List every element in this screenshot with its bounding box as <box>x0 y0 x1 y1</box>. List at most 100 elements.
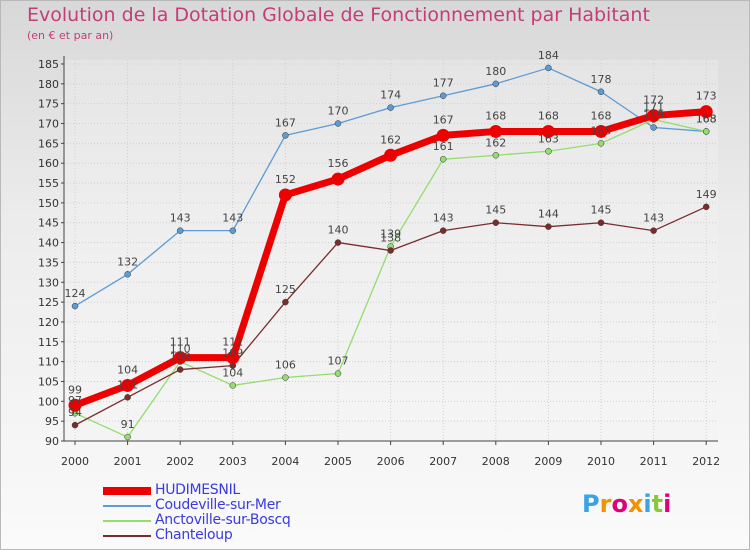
y-tick-label: 115 <box>38 336 59 349</box>
data-point <box>439 92 447 99</box>
data-label: 109 <box>222 347 243 360</box>
data-label: 144 <box>538 208 559 221</box>
chart-subtitle: (en € et par an) <box>27 29 114 42</box>
data-label: 173 <box>696 90 717 103</box>
data-point <box>541 124 555 138</box>
data-label: 170 <box>328 105 349 118</box>
data-point <box>545 64 552 72</box>
data-point <box>334 120 342 127</box>
y-tick-label: 145 <box>38 217 59 230</box>
data-point <box>124 271 131 278</box>
data-point <box>176 366 184 373</box>
data-point <box>594 124 608 138</box>
data-point <box>124 394 131 401</box>
data-point <box>650 124 657 131</box>
x-tick-label: 2005 <box>324 455 352 468</box>
legend-item-coudeville: Coudeville-sur-Mer <box>103 498 290 513</box>
data-label: 165 <box>591 124 612 137</box>
y-tick-label: 180 <box>38 78 59 91</box>
data-point <box>68 398 82 412</box>
data-point <box>699 105 713 119</box>
data-label: 108 <box>170 351 191 364</box>
proxiti-logo: Proxiti <box>582 490 671 518</box>
data-label: 101 <box>117 378 138 391</box>
y-tick-label: 175 <box>38 98 59 111</box>
legend-swatch-hudimesnil <box>103 486 151 495</box>
data-label: 94 <box>68 406 82 419</box>
data-label: 152 <box>275 173 296 186</box>
x-tick-label: 2004 <box>271 455 299 468</box>
y-tick-label: 165 <box>38 137 59 150</box>
x-tick-label: 2010 <box>587 455 615 468</box>
x-tick-label: 2002 <box>166 455 194 468</box>
logo-letter: x <box>627 490 644 518</box>
data-point <box>597 140 605 147</box>
x-tick-label: 2008 <box>482 455 510 468</box>
data-point <box>597 219 605 226</box>
data-label: 125 <box>275 283 296 296</box>
data-point <box>229 382 237 389</box>
y-tick-label: 120 <box>38 316 59 329</box>
data-point <box>439 155 447 163</box>
chart-legend: HUDIMESNIL Coudeville-sur-Mer Anctoville… <box>103 483 291 543</box>
legend-item-chanteloup: Chanteloup <box>103 528 290 543</box>
data-label: 168 <box>696 112 717 125</box>
x-tick-label: 2011 <box>640 455 668 468</box>
y-tick-label: 155 <box>38 177 59 190</box>
data-label: 97 <box>68 394 82 407</box>
y-tick-label: 185 <box>38 58 59 71</box>
data-label: 91 <box>121 418 135 431</box>
legend-label: Coudeville-sur-Mer <box>155 497 281 513</box>
logo-letter: o <box>611 490 628 518</box>
data-point <box>545 223 552 230</box>
data-point <box>278 188 292 202</box>
data-label: 143 <box>170 212 191 225</box>
data-point <box>702 203 710 211</box>
data-label: 140 <box>328 224 349 237</box>
y-tick-label: 170 <box>38 118 59 131</box>
data-label: 143 <box>222 212 243 225</box>
y-tick-label: 125 <box>38 296 59 309</box>
data-label: 110 <box>170 343 191 356</box>
data-label: 156 <box>328 157 349 170</box>
data-label: 169 <box>643 108 664 121</box>
data-label: 107 <box>328 355 349 368</box>
data-label: 104 <box>222 366 243 379</box>
data-label: 161 <box>433 140 454 153</box>
data-label: 163 <box>538 132 559 145</box>
y-tick-label: 160 <box>38 157 59 170</box>
data-point <box>384 148 398 162</box>
logo-letter: r <box>599 490 612 518</box>
data-point <box>387 247 394 254</box>
data-label: 168 <box>538 109 559 122</box>
data-label: 168 <box>591 109 612 122</box>
data-point <box>439 227 447 234</box>
data-label: 178 <box>591 73 612 86</box>
data-point <box>334 370 342 377</box>
x-tick-label: 2007 <box>429 455 457 468</box>
logo-letter: P <box>582 490 600 518</box>
y-tick-label: 140 <box>38 237 59 250</box>
y-tick-label: 95 <box>45 415 59 428</box>
data-label: 145 <box>591 204 612 217</box>
legend-label: Anctoville-sur-Boscq <box>155 512 291 528</box>
data-label: 171 <box>643 101 664 114</box>
y-tick-label: 105 <box>38 375 59 388</box>
data-label: 167 <box>433 113 454 126</box>
y-tick-label: 130 <box>38 276 59 289</box>
logo-letter: t <box>651 490 664 518</box>
data-point <box>226 351 240 365</box>
data-label: 149 <box>696 188 717 201</box>
y-tick-label: 150 <box>38 197 59 210</box>
data-label: 168 <box>485 109 506 122</box>
data-point <box>702 128 710 135</box>
data-label: 180 <box>485 65 506 78</box>
data-label: 172 <box>643 94 664 107</box>
data-label: 139 <box>380 228 401 241</box>
data-label: 168 <box>696 112 717 125</box>
legend-item-hudimesnil: HUDIMESNIL <box>103 483 290 498</box>
legend-label: Chanteloup <box>155 527 233 543</box>
data-point <box>597 88 605 95</box>
data-label: 124 <box>65 287 86 300</box>
y-tick-label: 100 <box>38 395 59 408</box>
